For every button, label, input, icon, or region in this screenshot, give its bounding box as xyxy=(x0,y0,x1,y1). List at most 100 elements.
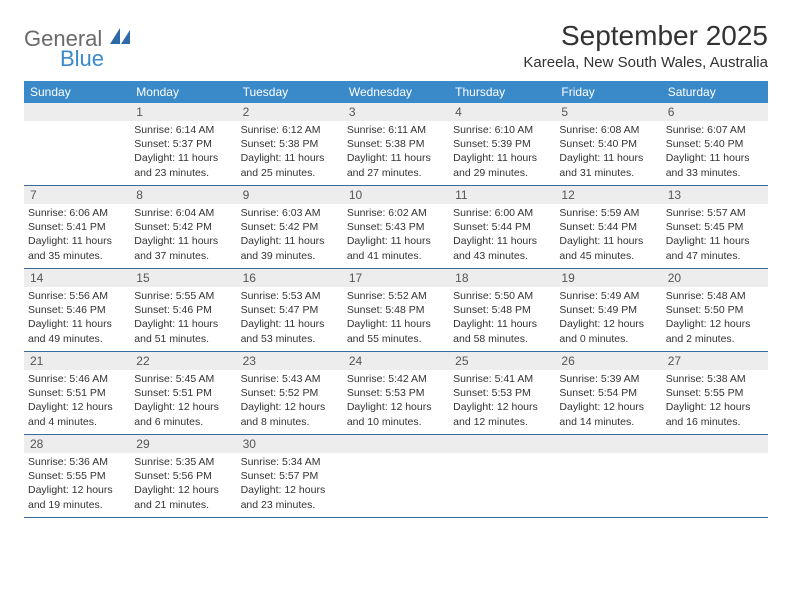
day-number xyxy=(662,435,768,453)
sunset-line: Sunset: 5:48 PM xyxy=(453,303,551,317)
daylight-line: Daylight: 12 hours and 16 minutes. xyxy=(666,400,764,428)
day-number: 16 xyxy=(237,269,343,287)
day-header-cell: Tuesday xyxy=(237,81,343,103)
day-number: 2 xyxy=(237,103,343,121)
day-body: Sunrise: 6:14 AMSunset: 5:37 PMDaylight:… xyxy=(130,121,236,184)
day-body: Sunrise: 5:38 AMSunset: 5:55 PMDaylight:… xyxy=(662,370,768,433)
day-number: 12 xyxy=(555,186,661,204)
sunset-line: Sunset: 5:48 PM xyxy=(347,303,445,317)
day-cell: 3Sunrise: 6:11 AMSunset: 5:38 PMDaylight… xyxy=(343,103,449,185)
day-cell: 2Sunrise: 6:12 AMSunset: 5:38 PMDaylight… xyxy=(237,103,343,185)
logo-text: General Blue xyxy=(24,28,132,70)
sunset-line: Sunset: 5:37 PM xyxy=(134,137,232,151)
daylight-line: Daylight: 11 hours and 29 minutes. xyxy=(453,151,551,179)
sunset-line: Sunset: 5:39 PM xyxy=(453,137,551,151)
sunset-line: Sunset: 5:42 PM xyxy=(241,220,339,234)
sunset-line: Sunset: 5:40 PM xyxy=(666,137,764,151)
sunrise-line: Sunrise: 6:03 AM xyxy=(241,206,339,220)
day-number: 10 xyxy=(343,186,449,204)
day-body: Sunrise: 5:39 AMSunset: 5:54 PMDaylight:… xyxy=(555,370,661,433)
sunset-line: Sunset: 5:51 PM xyxy=(134,386,232,400)
sunset-line: Sunset: 5:45 PM xyxy=(666,220,764,234)
day-cell: 16 Sunrise: 5:53 AMSunset: 5:47 PMDayligh… xyxy=(237,269,343,351)
sunset-line: Sunset: 5:55 PM xyxy=(28,469,126,483)
day-number: 20 xyxy=(662,269,768,287)
daylight-line: Daylight: 11 hours and 25 minutes. xyxy=(241,151,339,179)
day-body: Sunrise: 6:04 AMSunset: 5:42 PMDaylight:… xyxy=(130,204,236,267)
day-body: Sunrise: 6:02 AMSunset: 5:43 PMDaylight:… xyxy=(343,204,449,267)
day-header-cell: Sunday xyxy=(24,81,130,103)
day-number: 13 xyxy=(662,186,768,204)
day-cell: 30Sunrise: 5:34 AMSunset: 5:57 PMDayligh… xyxy=(237,435,343,517)
sunrise-line: Sunrise: 6:02 AM xyxy=(347,206,445,220)
daylight-line: Daylight: 11 hours and 55 minutes. xyxy=(347,317,445,345)
sunset-line: Sunset: 5:43 PM xyxy=(347,220,445,234)
week-row: 7Sunrise: 6:06 AMSunset: 5:41 PMDaylight… xyxy=(24,186,768,269)
day-cell: 24Sunrise: 5:42 AMSunset: 5:53 PMDayligh… xyxy=(343,352,449,434)
day-cell: 27Sunrise: 5:38 AMSunset: 5:55 PMDayligh… xyxy=(662,352,768,434)
header: General Blue September 2025 Kareela, New… xyxy=(24,20,768,71)
day-header-cell: Saturday xyxy=(662,81,768,103)
sunset-line: Sunset: 5:38 PM xyxy=(347,137,445,151)
day-number: 11 xyxy=(449,186,555,204)
day-cell xyxy=(662,435,768,517)
sunset-line: Sunset: 5:53 PM xyxy=(453,386,551,400)
sunset-line: Sunset: 5:44 PM xyxy=(559,220,657,234)
day-body: Sunrise: 5:36 AMSunset: 5:55 PMDaylight:… xyxy=(24,453,130,516)
sunset-line: Sunset: 5:40 PM xyxy=(559,137,657,151)
day-number: 7 xyxy=(24,186,130,204)
daylight-line: Daylight: 11 hours and 53 minutes. xyxy=(241,317,339,345)
sunset-line: Sunset: 5:46 PM xyxy=(134,303,232,317)
day-cell: 19Sunrise: 5:49 AMSunset: 5:49 PMDayligh… xyxy=(555,269,661,351)
sunrise-line: Sunrise: 5:35 AM xyxy=(134,455,232,469)
sunrise-line: Sunrise: 5:36 AM xyxy=(28,455,126,469)
sunset-line: Sunset: 5:51 PM xyxy=(28,386,126,400)
sunset-line: Sunset: 5:44 PM xyxy=(453,220,551,234)
day-number: 4 xyxy=(449,103,555,121)
day-number: 21 xyxy=(24,352,130,370)
sunrise-line: Sunrise: 5:42 AM xyxy=(347,372,445,386)
day-cell: 13Sunrise: 5:57 AMSunset: 5:45 PMDayligh… xyxy=(662,186,768,268)
day-body: Sunrise: 6:08 AMSunset: 5:40 PMDaylight:… xyxy=(555,121,661,184)
daylight-line: Daylight: 11 hours and 51 minutes. xyxy=(134,317,232,345)
sunset-line: Sunset: 5:54 PM xyxy=(559,386,657,400)
day-body: Sunrise: 5:59 AMSunset: 5:44 PMDaylight:… xyxy=(555,204,661,267)
day-number: 17 xyxy=(343,269,449,287)
daylight-line: Daylight: 11 hours and 47 minutes. xyxy=(666,234,764,262)
day-body: Sunrise: 5:43 AMSunset: 5:52 PMDaylight:… xyxy=(237,370,343,433)
day-number: 9 xyxy=(237,186,343,204)
day-number xyxy=(555,435,661,453)
sunrise-line: Sunrise: 5:41 AM xyxy=(453,372,551,386)
sunrise-line: Sunrise: 5:50 AM xyxy=(453,289,551,303)
sunrise-line: Sunrise: 6:10 AM xyxy=(453,123,551,137)
daylight-line: Daylight: 11 hours and 39 minutes. xyxy=(241,234,339,262)
day-body: Sunrise: 5:48 AMSunset: 5:50 PMDaylight:… xyxy=(662,287,768,350)
day-cell xyxy=(24,103,130,185)
sunset-line: Sunset: 5:49 PM xyxy=(559,303,657,317)
day-body: Sunrise: 5:45 AMSunset: 5:51 PMDaylight:… xyxy=(130,370,236,433)
logo-word-2: Blue xyxy=(60,48,132,70)
day-cell: 8Sunrise: 6:04 AMSunset: 5:42 PMDaylight… xyxy=(130,186,236,268)
sunset-line: Sunset: 5:47 PM xyxy=(241,303,339,317)
week-row: 28Sunrise: 5:36 AMSunset: 5:55 PMDayligh… xyxy=(24,435,768,518)
daylight-line: Daylight: 12 hours and 6 minutes. xyxy=(134,400,232,428)
day-number: 23 xyxy=(237,352,343,370)
day-cell: 7Sunrise: 6:06 AMSunset: 5:41 PMDaylight… xyxy=(24,186,130,268)
day-number: 28 xyxy=(24,435,130,453)
location: Kareela, New South Wales, Australia xyxy=(523,54,768,71)
daylight-line: Daylight: 11 hours and 37 minutes. xyxy=(134,234,232,262)
day-body: Sunrise: 6:10 AMSunset: 5:39 PMDaylight:… xyxy=(449,121,555,184)
day-cell xyxy=(555,435,661,517)
day-cell: 18Sunrise: 5:50 AMSunset: 5:48 PMDayligh… xyxy=(449,269,555,351)
sunrise-line: Sunrise: 6:07 AM xyxy=(666,123,764,137)
day-cell: 14Sunrise: 5:56 AMSunset: 5:46 PMDayligh… xyxy=(24,269,130,351)
day-cell: 10Sunrise: 6:02 AMSunset: 5:43 PMDayligh… xyxy=(343,186,449,268)
day-cell: 26Sunrise: 5:39 AMSunset: 5:54 PMDayligh… xyxy=(555,352,661,434)
day-number: 3 xyxy=(343,103,449,121)
sunset-line: Sunset: 5:57 PM xyxy=(241,469,339,483)
day-cell: 21Sunrise: 5:46 AMSunset: 5:51 PMDayligh… xyxy=(24,352,130,434)
sunrise-line: Sunrise: 6:08 AM xyxy=(559,123,657,137)
day-number: 14 xyxy=(24,269,130,287)
sunrise-line: Sunrise: 5:53 AM xyxy=(241,289,339,303)
sunrise-line: Sunrise: 6:11 AM xyxy=(347,123,445,137)
